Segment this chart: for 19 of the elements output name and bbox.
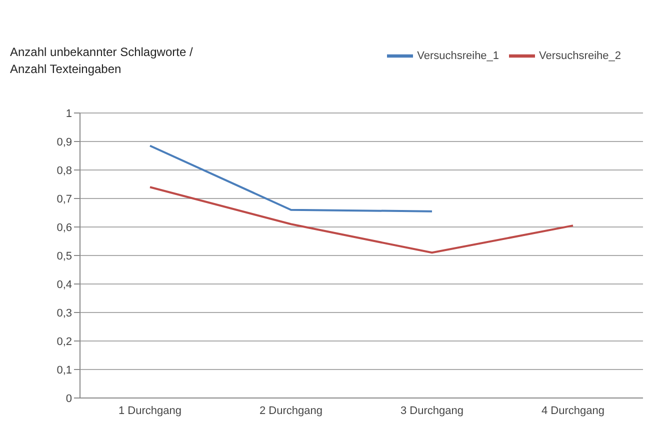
y-tick-label: 1 — [66, 108, 72, 120]
x-tick-label: 3 Durchgang — [400, 404, 464, 417]
y-tick-label: 0,6 — [56, 222, 72, 234]
x-tick-label: 4 Durchgang — [542, 404, 604, 417]
y-tick-label: 0,1 — [56, 364, 72, 376]
x-tick-label: 2 Durchgang — [260, 404, 322, 417]
y-tick-label: 0,4 — [56, 278, 72, 291]
legend-label: Versuchsreihe_1 — [417, 50, 500, 62]
x-tick-label: 1 Durchgang — [118, 404, 182, 417]
legend-label: Versuchsreihe_2 — [539, 50, 621, 62]
line-series — [149, 186, 574, 254]
y-tick-label: 0,9 — [56, 136, 72, 148]
y-tick-label: 0 — [66, 392, 72, 405]
y-tick-label: 0,7 — [56, 193, 72, 206]
y-tick-label: 0,8 — [56, 164, 72, 177]
y-tick-label: 0,2 — [56, 336, 72, 348]
y-tick-label: 0,3 — [56, 307, 72, 320]
y-tick-label: 0,5 — [56, 250, 72, 262]
y-axis-title: Anzahl unbekannter Schlagworte / Anzahl Texteingaben — [10, 44, 193, 78]
